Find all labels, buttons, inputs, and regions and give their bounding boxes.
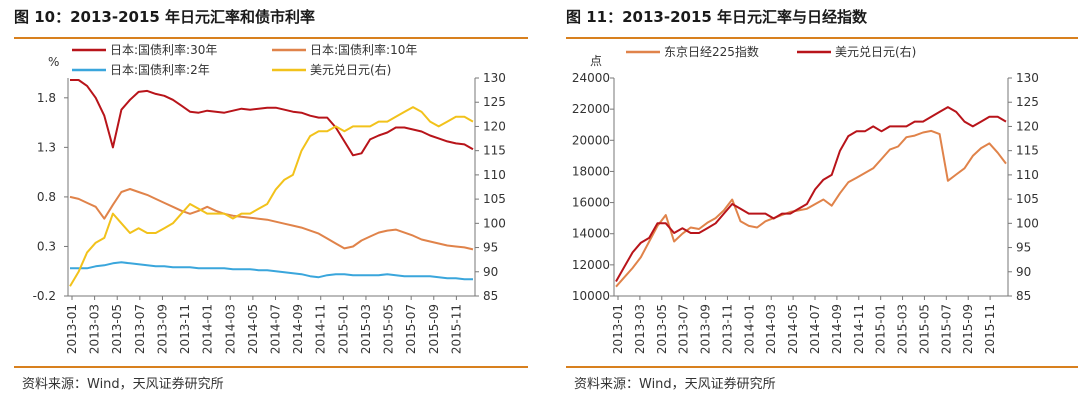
y-right-tick-label: 125: [1016, 95, 1039, 109]
y-right-tick-label: 120: [483, 119, 506, 133]
y-right-tick-label: 110: [1016, 168, 1039, 182]
x-tick-label: 2013-09: [699, 304, 713, 354]
y-left-tick-label: 0.8: [37, 190, 56, 204]
x-tick-label: 2015-01: [874, 304, 888, 354]
y-left-tick-label: 12000: [572, 258, 610, 272]
x-tick-label: 2015-01: [336, 304, 350, 354]
y-left-tick-label: 10000: [572, 289, 610, 303]
y-right-tick-label: 105: [483, 192, 506, 206]
legend-label: 美元兑日元(右): [310, 62, 391, 77]
y-right-tick-label: 115: [483, 144, 506, 158]
y-right-tick-label: 105: [1016, 192, 1039, 206]
source-note: 资料来源：Wind，天风证券研究所: [574, 377, 776, 392]
y-right-tick-label: 90: [483, 265, 498, 279]
x-tick-label: 2015-05: [382, 304, 396, 354]
x-tick-label: 2014-03: [223, 304, 237, 354]
legend-label: 日本:国债利率:30年: [110, 42, 217, 57]
x-tick-label: 2013-05: [655, 304, 669, 354]
x-tick-label: 2014-05: [246, 304, 260, 354]
y-left-tick-label: 20000: [572, 133, 610, 147]
series-line-1: [615, 106, 1007, 282]
x-tick-label: 2015-07: [939, 304, 953, 354]
chart-plot-fig11: 点 10000 12000 14000 16000 18000 20000 22000 2400…: [572, 44, 1039, 354]
x-tick-label: 2014-01: [201, 304, 215, 354]
x-tick-label: 2015-05: [917, 304, 931, 354]
x-tick-label: 2015-03: [359, 304, 373, 354]
x-tick-label: 2013-01: [65, 304, 79, 354]
y-left-tick-label: 16000: [572, 196, 610, 210]
y-right-tick-label: 85: [483, 289, 498, 303]
x-tick-label: 2014-09: [291, 304, 305, 354]
y-right-tick-label: 120: [1016, 119, 1039, 133]
y-right-tick-label: 85: [1016, 289, 1031, 303]
y-right-tick-label: 95: [483, 241, 498, 255]
series-line-3: [69, 106, 474, 287]
x-tick-label: 2013-03: [88, 304, 102, 354]
x-tick-label: 2015-11: [449, 304, 463, 354]
y-left-tick-label: -0.2: [33, 289, 56, 303]
legend-label: 日本:国债利率:2年: [110, 62, 210, 77]
x-tick-label: 2014-01: [742, 304, 756, 354]
y-right-tick-label: 115: [1016, 144, 1039, 158]
y-axis-left-unit: 点: [590, 54, 602, 68]
x-tick-label: 2013-11: [178, 304, 192, 354]
series-line-0: [615, 129, 1007, 288]
source-note: 资料来源：Wind，天风证券研究所: [22, 377, 224, 392]
title-rule: [14, 37, 528, 39]
chart-panel-right: 图 11：2013-2015 年日元汇率与日经指数 点 10000 12000 140…: [552, 0, 1080, 404]
y-right-tick-label: 110: [483, 168, 506, 182]
chart-panel-left: 图 10：2013-2015 年日元汇率和债市利率 % -0.2 0.3 0.8 1.3…: [0, 0, 530, 404]
x-tick-label: 2013-01: [611, 304, 625, 354]
y-left-tick-label: 14000: [572, 227, 610, 241]
y-left-tick-label: 1.3: [37, 140, 56, 154]
series-line-2: [70, 261, 473, 281]
chart-plot-fig10: % -0.2 0.3 0.8 1.3 1.8 85 90 95 100 105 110 115 120 12…: [33, 42, 506, 354]
y-left-tick-label: 24000: [572, 71, 610, 85]
title-rule: [566, 37, 1078, 39]
x-tick-label: 2015-07: [404, 304, 418, 354]
x-tick-label: 2015-09: [961, 304, 975, 354]
y-right-tick-label: 100: [1016, 216, 1039, 230]
x-tick-label: 2013-07: [677, 304, 691, 354]
legend-label: 东京日经225指数: [664, 44, 759, 59]
x-tick-label: 2014-11: [314, 304, 328, 354]
x-tick-label: 2015-03: [896, 304, 910, 354]
x-tick-label: 2015-09: [427, 304, 441, 354]
y-right-tick-label: 100: [483, 216, 506, 230]
source-rule: [14, 366, 528, 368]
x-tick-label: 2013-07: [133, 304, 147, 354]
legend-label: 美元兑日元(右): [835, 44, 916, 59]
x-tick-label: 2014-07: [269, 304, 283, 354]
x-tick-label: 2013-09: [155, 304, 169, 354]
x-tick-label: 2014-11: [852, 304, 866, 354]
y-left-tick-label: 18000: [572, 164, 610, 178]
y-right-tick-label: 95: [1016, 241, 1031, 255]
x-tick-label: 2013-11: [720, 304, 734, 354]
x-tick-label: 2014-05: [786, 304, 800, 354]
x-tick-label: 2014-07: [808, 304, 822, 354]
x-tick-label: 2013-03: [633, 304, 647, 354]
source-rule: [566, 366, 1078, 368]
x-tick-label: 2014-03: [764, 304, 778, 354]
legend-label: 日本:国债利率:10年: [310, 42, 417, 57]
y-axis-left-unit: %: [48, 55, 59, 69]
y-right-tick-label: 125: [483, 95, 506, 109]
x-tick-label: 2014-09: [830, 304, 844, 354]
y-left-tick-label: 0.3: [37, 239, 56, 253]
series-line-0: [70, 79, 474, 157]
y-left-tick-label: 22000: [572, 102, 610, 116]
series-line-1: [69, 188, 474, 251]
y-right-tick-label: 90: [1016, 265, 1031, 279]
y-right-tick-label: 130: [1016, 71, 1039, 85]
y-left-tick-label: 1.8: [37, 91, 56, 105]
y-right-tick-label: 130: [483, 71, 506, 85]
x-tick-label: 2013-05: [110, 304, 124, 354]
chart-title: 图 11：2013-2015 年日元汇率与日经指数: [566, 8, 868, 26]
chart-title: 图 10：2013-2015 年日元汇率和债市利率: [14, 8, 316, 26]
x-tick-label: 2015-11: [983, 304, 997, 354]
